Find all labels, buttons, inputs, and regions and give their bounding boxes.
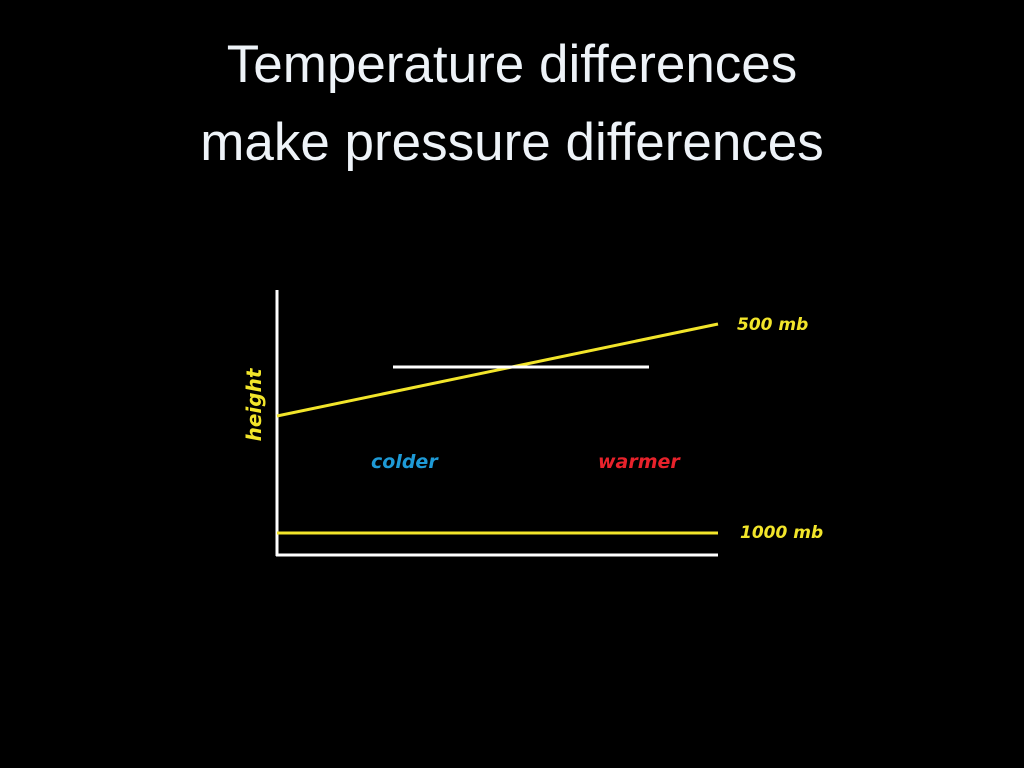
pressure-line-500 (276, 322, 719, 418)
line-label: 500 mb (737, 315, 808, 335)
line-label: 1000 mb (740, 523, 823, 543)
region-label: colder (371, 451, 439, 473)
title-line: make pressure differences (200, 113, 824, 172)
axis-label: height (242, 367, 266, 441)
diagram: 500 mb 1000 mb height colder warmer (242, 290, 823, 557)
region-label: warmer (598, 451, 681, 473)
title-line: Temperature differences (227, 35, 798, 94)
